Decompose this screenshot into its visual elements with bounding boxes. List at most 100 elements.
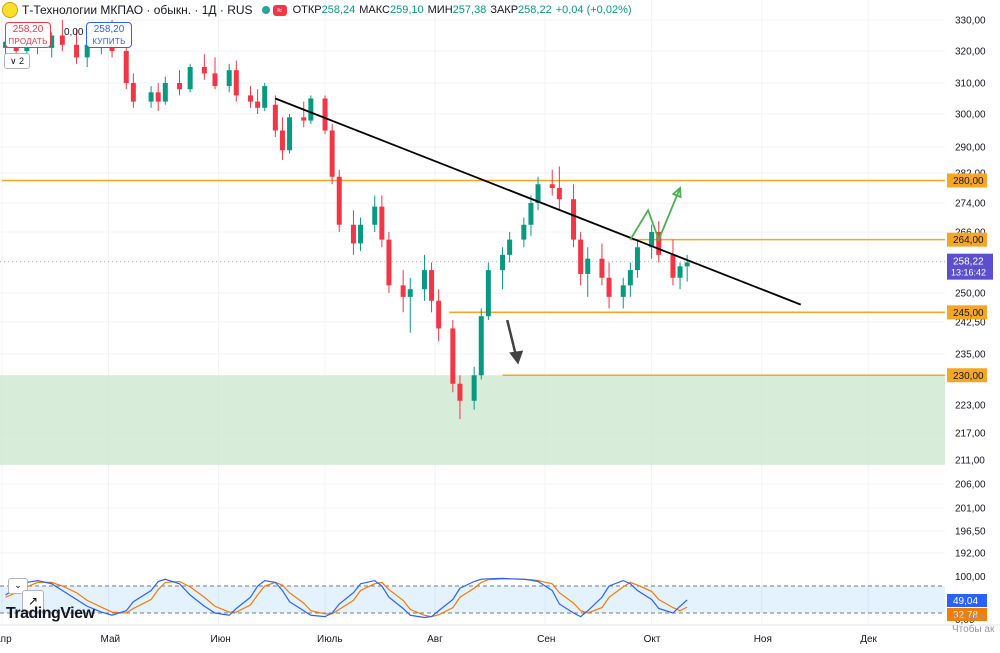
price-tick-label: 201,00 — [955, 504, 986, 515]
candle-body — [248, 95, 253, 102]
candle-body — [620, 285, 626, 297]
stoch-d-line — [5, 578, 688, 618]
tradingview-logo: TradingView — [6, 605, 95, 622]
horizontal-levels — [0, 179, 945, 377]
candle-body — [407, 289, 413, 297]
price-tick-label: 250,00 — [955, 289, 986, 300]
price-tick-label: 211,00 — [955, 456, 985, 467]
stoch-band — [0, 586, 945, 613]
candle-body — [162, 83, 168, 102]
candle-body — [649, 232, 655, 248]
time-tick-label: Авг — [427, 634, 443, 645]
candle-body — [187, 67, 193, 90]
symbol-header: Т-Технологии МКПАО · обыкн. · 1Д · RUS ≈… — [0, 0, 632, 20]
candle-body — [59, 35, 65, 45]
activation-watermark: Актива Чтобы ак — [952, 612, 994, 636]
price-tick-label: 242,50 — [955, 318, 986, 329]
level-price-tag — [947, 173, 987, 188]
candle-body — [485, 270, 491, 317]
candle-body — [450, 328, 456, 384]
candle-body — [350, 224, 356, 244]
level-price-tag — [947, 232, 987, 247]
forecast-down-arrow — [505, 319, 524, 365]
time-axis[interactable]: Апр Май Июн Июль Авг Сен Окт Ноя Дек — [0, 634, 878, 645]
company-logo-icon — [2, 2, 18, 18]
level-price-label: 264,00 — [953, 235, 984, 246]
price-axis[interactable]: 330,00320,00310,00300,00290,00282,00274,… — [947, 16, 993, 627]
level-price-tag — [947, 368, 987, 383]
ohlc-high-label: МАКС — [359, 4, 390, 16]
ohlc-low-value: 257,38 — [452, 4, 487, 16]
candle-body — [358, 224, 364, 244]
price-change: +0,04 (+0,02%) — [555, 4, 632, 16]
candle-body — [599, 258, 605, 278]
price-tick-label: 217,00 — [955, 429, 986, 440]
candle-body — [262, 86, 268, 108]
candle-body — [634, 247, 640, 271]
ohlc-open: ОТКР258,24 — [293, 4, 356, 16]
candle-body — [49, 35, 55, 48]
candle-body — [177, 83, 182, 90]
candle-body — [478, 316, 484, 376]
candle-body — [148, 92, 154, 102]
stoch-k-line — [5, 577, 688, 619]
level-price-label: 230,00 — [953, 371, 984, 382]
price-tick-label: 192,00 — [955, 549, 986, 560]
time-tick-label: Сен — [537, 634, 555, 645]
last-price-tag — [947, 253, 993, 280]
ohlc-high: МАКС259,10 — [359, 4, 423, 16]
candles — [3, 20, 690, 419]
candle-body — [421, 270, 427, 290]
candle-body — [436, 300, 442, 329]
price-tick-label: 290,00 — [955, 143, 986, 154]
buy-button[interactable]: 258,20 КУПИТЬ — [86, 22, 132, 48]
collapse-indicators-button[interactable]: ∨ 2 — [4, 53, 30, 69]
candle-body — [201, 67, 207, 74]
candle-body — [329, 130, 335, 177]
ohlc-close-label: ЗАКР — [490, 4, 519, 16]
ohlc-close: ЗАКР258,22 — [490, 4, 551, 16]
candle-body — [255, 101, 261, 108]
price-tick-label: 196,50 — [955, 527, 986, 538]
forecast-up-arrow-head — [671, 186, 682, 199]
time-tick-label: Ноя — [754, 634, 772, 645]
candle-body — [457, 383, 463, 401]
ohlc-close-value: 258,22 — [518, 4, 552, 16]
sell-button[interactable]: 258,20 ПРОДАТЬ — [5, 22, 51, 48]
ohlc-low-label: МИН — [427, 4, 453, 16]
down-arrow-shaft — [505, 319, 518, 357]
candle-body — [507, 239, 513, 255]
candle-body — [74, 44, 80, 58]
last-price-label: 258,22 — [953, 257, 984, 268]
candle-body — [521, 224, 527, 240]
trendline[interactable] — [275, 97, 802, 306]
candle-body — [155, 92, 161, 102]
candle-body — [123, 51, 129, 83]
candle-body — [684, 262, 690, 267]
watermark-line-1: Актива — [952, 612, 985, 623]
candle-body — [226, 70, 232, 87]
forecast-up-arrow — [629, 187, 681, 243]
ohlc-low: МИН257,38 — [428, 4, 487, 16]
candle-body — [386, 239, 392, 286]
stoch-k-tag — [947, 594, 987, 607]
candle-body — [571, 199, 577, 240]
stoch-d-tag — [947, 608, 987, 621]
candle-body — [212, 73, 218, 87]
candle-body — [287, 117, 293, 151]
candle-body — [84, 44, 90, 58]
candle-body — [656, 232, 662, 255]
ohlc-high-value: 259,10 — [389, 4, 424, 16]
drawing-tool-icon[interactable]: ↗ — [22, 590, 44, 612]
time-tick-label: Июн — [211, 634, 231, 645]
price-tick-label: 206,00 — [955, 480, 986, 491]
symbol-title[interactable]: Т-Технологии МКПАО · обыкн. · 1Д · RUS — [22, 3, 253, 17]
candle-body — [301, 117, 307, 121]
candle-body — [308, 98, 314, 121]
countdown-label: 13:16:42 — [951, 268, 986, 278]
candle-body — [322, 98, 328, 131]
stoch-d-label: 32,78 — [953, 610, 978, 621]
time-tick-label: Апр — [0, 634, 12, 645]
price-tick-label: 330,00 — [955, 16, 986, 27]
